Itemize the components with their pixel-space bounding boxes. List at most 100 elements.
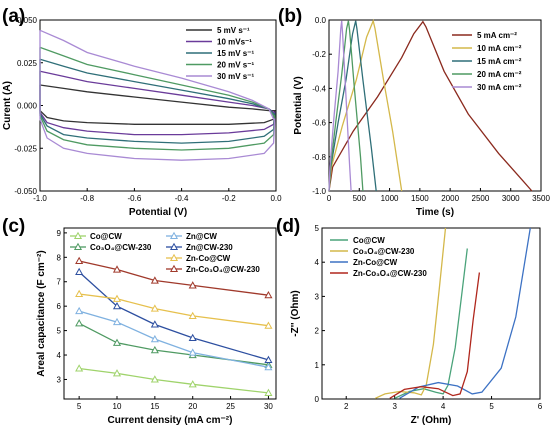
data-point (264, 321, 273, 329)
plot-frame (321, 227, 541, 400)
legend-item: 30 mA cm⁻² (477, 83, 522, 92)
legend-item: Zn-Co@CW (353, 258, 398, 267)
data-point (112, 265, 122, 273)
chart-panel-d: 2 3 4 5 6 0 1 2 3 4 5 Z' (Ohm) -Z'' (Ohm) Co@CW Co₃O₄@… (290, 224, 543, 426)
data-point (150, 334, 159, 343)
y-tick-label: -1.0 (312, 187, 326, 196)
y-tick-label: 0.000 (17, 102, 38, 111)
y-tick-label: 0 (315, 395, 320, 404)
data-point (112, 294, 122, 302)
y-tick-label: -0.050 (14, 187, 37, 196)
legend-item: Co@CW (353, 236, 385, 245)
legend-marker (169, 253, 179, 262)
legend-item: 20 mA cm⁻² (477, 70, 522, 79)
x-tick-label: 6 (538, 402, 543, 411)
data-point (75, 267, 84, 276)
nyquist-curve (399, 227, 531, 399)
x-tick-label: 1000 (381, 194, 399, 203)
legend-item: Co₃O₄@CW-230 (353, 247, 415, 256)
data-point (75, 364, 84, 372)
legend-item: 30 mV s⁻¹ (217, 72, 254, 81)
legend-item: 10 mA cm⁻² (477, 44, 522, 53)
data-point (150, 320, 159, 328)
x-axis-label: Time (s) (416, 207, 454, 218)
data-point (188, 348, 197, 356)
y-tick-label: -0.6 (312, 119, 326, 128)
y-axis-label: Curent (A) (2, 81, 13, 130)
legend-item: Co@CW (90, 232, 122, 241)
data-point (112, 338, 122, 346)
gcd-curve (328, 18, 403, 192)
data-point (264, 290, 273, 299)
gcd-curve (328, 20, 352, 192)
x-tick-label: 25 (226, 402, 235, 411)
panel-letter-d: (d) (276, 216, 300, 237)
x-tick-label: 2000 (441, 194, 459, 203)
legend-item: Zn@CW (186, 232, 217, 241)
legend-item: 10 mVs⁻¹ (217, 38, 252, 47)
data-point (150, 345, 159, 354)
y-axis-label: Potential (V) (293, 76, 304, 134)
x-tick-label: -0.4 (175, 194, 189, 203)
nyquist-curve (389, 272, 481, 399)
x-tick-label: 3500 (532, 194, 550, 203)
x-tick-label: 10 (113, 402, 122, 411)
legend-item: Zn-Co₃O₄@CW-230 (186, 265, 260, 274)
legend-marker (73, 242, 83, 251)
x-tick-label: 3000 (502, 194, 520, 203)
legend-item: Zn-Co₃O₄@CW-230 (353, 269, 427, 278)
legend-marker (169, 242, 179, 251)
data-point (188, 333, 197, 341)
x-tick-label: 3 (392, 402, 397, 411)
legend-item: 15 mA cm⁻² (477, 57, 522, 66)
legend-item: 15 mV s⁻¹ (217, 49, 254, 58)
x-tick-label: 30 (264, 402, 273, 411)
y-tick-label: 3 (315, 292, 320, 301)
x-axis-label: Potential (V) (129, 207, 187, 218)
y-tick-label: -0.4 (312, 84, 326, 93)
panel-letter-b: (b) (278, 6, 302, 27)
x-tick-label: 15 (150, 402, 159, 411)
x-axis-label: Z' (Ohm) (411, 415, 452, 426)
x-tick-label: 0 (327, 194, 332, 203)
data-point (75, 256, 84, 265)
x-tick-label: 5 (489, 402, 494, 411)
data-point (188, 281, 197, 289)
data-point (150, 276, 159, 284)
x-tick-label: -0.8 (80, 194, 94, 203)
y-tick-label: 4 (57, 351, 62, 360)
data-point (75, 306, 84, 315)
x-tick-label: 500 (353, 194, 367, 203)
gcd-curve (328, 20, 364, 192)
x-tick-label: 4 (441, 402, 446, 411)
legend-item: 20 mV s⁻¹ (217, 61, 254, 70)
chart-panel-b: 0 500 1000 1500 2000 2500 3000 3500 -1.0 -0.8 -0.6… (293, 16, 550, 218)
x-tick-label: -0.6 (128, 194, 142, 203)
data-point (112, 301, 122, 310)
y-axis-label: -Z'' (Ohm) (290, 290, 301, 336)
x-tick-label: 0.0 (270, 194, 282, 203)
x-axis-label: Current density (mA cm⁻²) (108, 415, 233, 426)
legend-item: 5 mA cm⁻² (477, 31, 517, 40)
chart-panel-c: 5 10 15 20 25 30 3 4 5 6 7 8 9 Current density (mA cm… (36, 227, 277, 426)
legend-marker (169, 231, 179, 240)
legend-item: 5 mV s⁻¹ (217, 26, 250, 35)
data-point (264, 388, 273, 396)
data-point (264, 355, 273, 363)
cv-curve (39, 29, 276, 161)
legend-item: Zn-Co@CW (186, 254, 231, 263)
y-tick-label: -0.2 (312, 50, 326, 59)
legend-marker (169, 264, 179, 273)
y-tick-label: 3 (57, 375, 62, 384)
plot-frame (328, 19, 542, 192)
gcd-curve (328, 20, 533, 192)
x-tick-label: 1500 (411, 194, 429, 203)
y-tick-label: 2 (315, 327, 320, 336)
nyquist-curve (375, 227, 447, 399)
y-tick-label: 7 (57, 278, 62, 287)
legend-item: Co₃O₄@CW-230 (90, 243, 152, 252)
y-tick-label: 5 (57, 327, 62, 336)
y-tick-label: 0.0 (315, 16, 327, 25)
